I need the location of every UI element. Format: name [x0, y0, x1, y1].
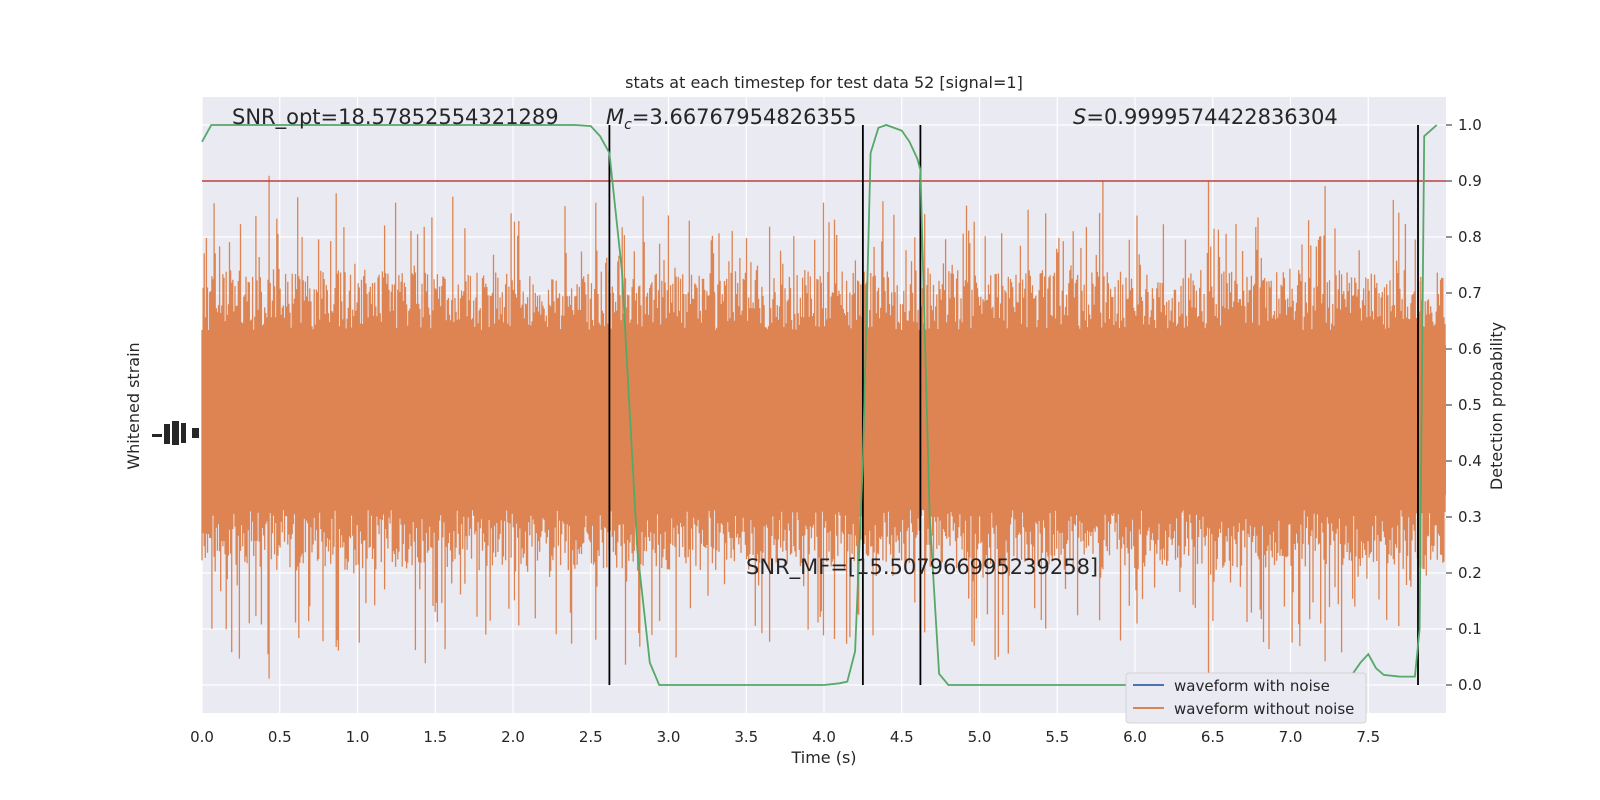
x-tick-label-1: 0.5	[268, 728, 292, 746]
x-tick-label-12: 6.0	[1123, 728, 1147, 746]
chirp-mass-subscript: c	[624, 117, 632, 133]
vertical-marker-lines	[608, 125, 1419, 685]
x-tick-label-14: 7.0	[1279, 728, 1303, 746]
chirp-mass-annotation: Mc=3.66767954826355	[606, 105, 857, 133]
left-axis-tick-clutter	[152, 421, 199, 445]
legend-box	[1125, 672, 1367, 724]
detection-probability-line	[201, 124, 1438, 686]
x-tick-label-15: 7.5	[1356, 728, 1380, 746]
legend-label-with-noise: waveform with noise	[1174, 677, 1330, 695]
x-tick-label-6: 3.0	[657, 728, 681, 746]
chirp-mass-value: =3.66767954826355	[632, 105, 857, 129]
legend: waveform with noise waveform without noi…	[1125, 672, 1367, 724]
x-tick-label-5: 2.5	[579, 728, 603, 746]
detection-probability-series	[201, 124, 1438, 686]
right-tick-label-4: 0.4	[1458, 452, 1482, 470]
snr-opt-annotation: SNR_opt=18.57852554321289	[232, 105, 559, 130]
x-tick-label-11: 5.5	[1045, 728, 1069, 746]
x-tick-label-10: 5.0	[968, 728, 992, 746]
x-tick-label-7: 3.5	[734, 728, 758, 746]
x-tick-label-2: 1.0	[346, 728, 370, 746]
x-axis-label: Time (s)	[790, 748, 856, 767]
x-axis-ticks: 0.0 0.5 1.0 1.5 2.0 2.5 3.0 3.5 4.0 4.5 5.0 5.5 6.0 6…	[190, 728, 1380, 746]
x-tick-label-8: 4.0	[812, 728, 836, 746]
legend-label-without-noise: waveform without noise	[1174, 700, 1354, 718]
x-tick-label-0: 0.0	[190, 728, 214, 746]
s-annotation: S=0.9999574422836304	[1073, 105, 1338, 129]
right-tick-label-6: 0.6	[1458, 340, 1482, 358]
chirp-mass-symbol: M	[606, 105, 624, 129]
s-value: =0.9999574422836304	[1086, 105, 1337, 129]
right-tick-label-1: 0.1	[1458, 620, 1482, 638]
snr-mf-annotation: SNR_MF=[15.507966995239258]	[746, 555, 1098, 580]
right-tick-label-5: 0.5	[1458, 396, 1482, 414]
right-tick-label-0: 0.0	[1458, 676, 1482, 694]
chart-title: stats at each timestep for test data 52 …	[625, 73, 1023, 92]
right-tick-label-2: 0.2	[1458, 564, 1482, 582]
waveform-without-noise-series	[201, 175, 1446, 679]
right-tick-label-8: 0.8	[1458, 228, 1482, 246]
right-axis-label: Detection probability	[1487, 322, 1506, 490]
x-tick-label-4: 2.0	[501, 728, 525, 746]
right-tick-label-7: 0.7	[1458, 284, 1482, 302]
s-symbol: S	[1073, 105, 1086, 129]
right-tick-label-10: 1.0	[1458, 116, 1482, 134]
x-tick-label-13: 6.5	[1201, 728, 1225, 746]
right-tick-label-3: 0.3	[1458, 508, 1482, 526]
x-tick-label-3: 1.5	[423, 728, 447, 746]
x-tick-label-9: 4.5	[890, 728, 914, 746]
right-axis-ticks: 0.0 0.1 0.2 0.3 0.4 0.5 0.6 0.7 0.8 0.9 1.0	[1446, 116, 1482, 694]
right-tick-label-9: 0.9	[1458, 172, 1482, 190]
left-axis-label: Whitened strain	[124, 342, 143, 469]
waveform-without-noise-core	[202, 345, 1446, 495]
